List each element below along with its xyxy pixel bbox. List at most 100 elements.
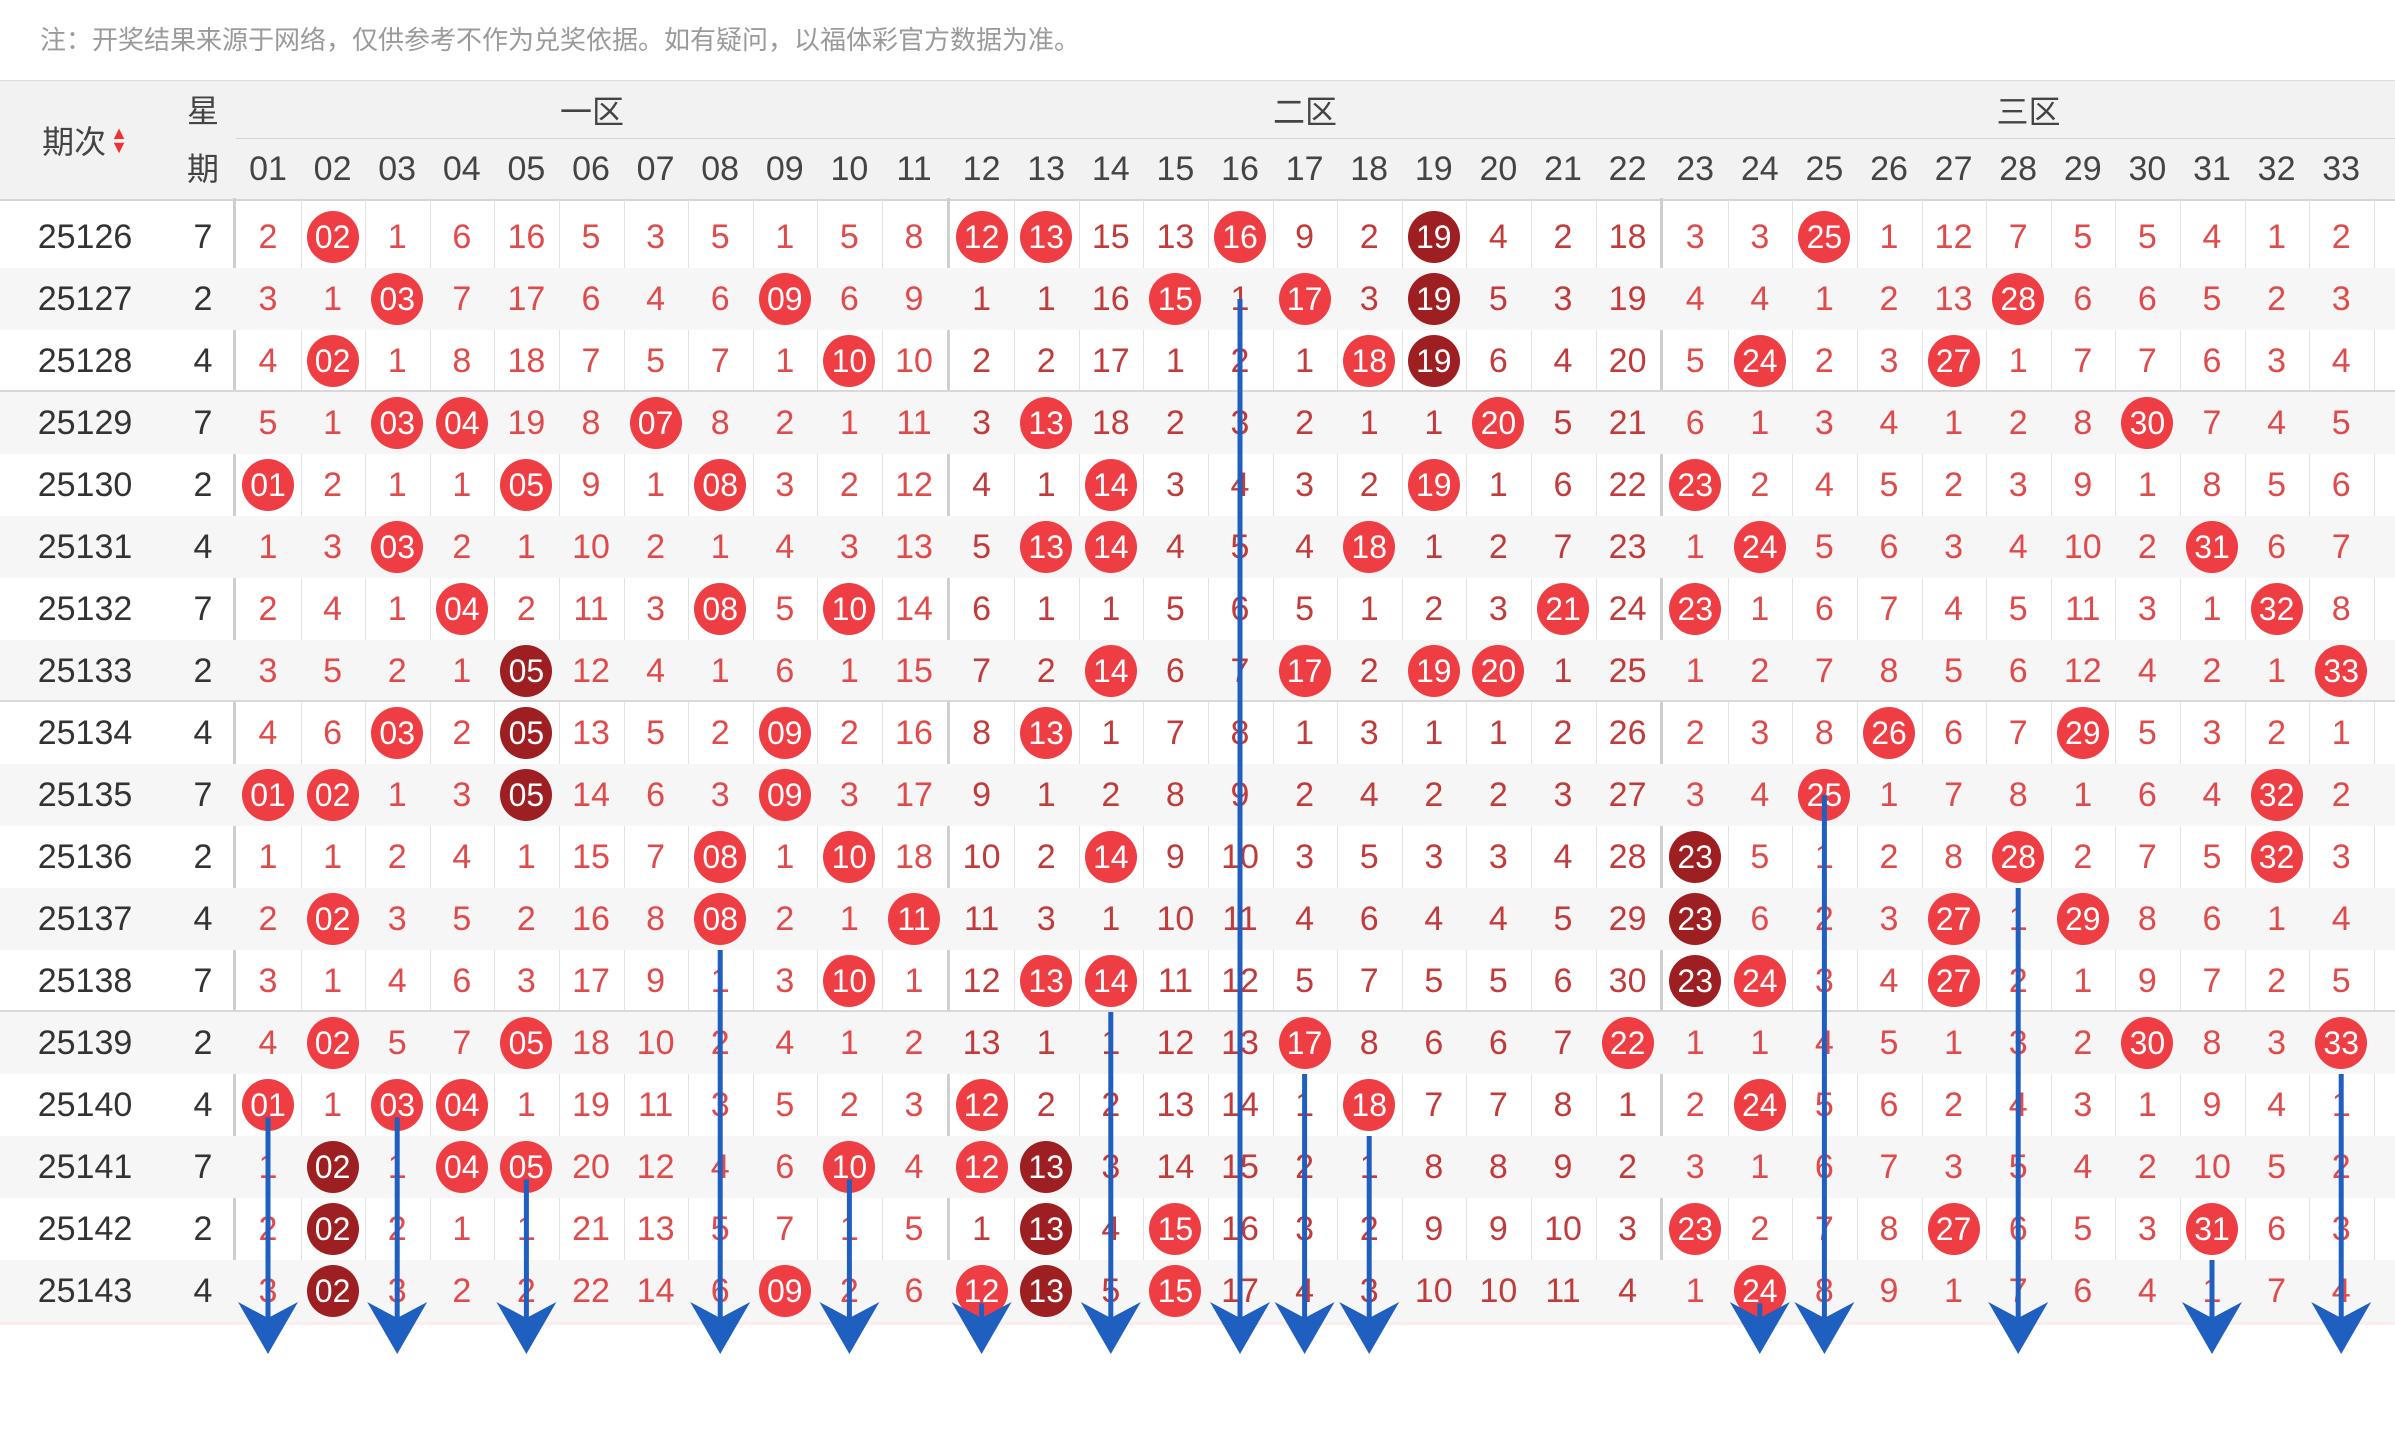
miss-count: 18 <box>572 1023 610 1062</box>
drawn-ball: 03 <box>371 273 424 325</box>
miss-count: 2 <box>258 589 278 628</box>
miss-count: 1 <box>516 1085 536 1124</box>
miss-count: 3 <box>1230 403 1250 442</box>
drawn-ball: 04 <box>435 583 488 635</box>
miss-count: 1 <box>839 403 859 442</box>
drawn-ball: 27 <box>1927 1203 1980 1255</box>
miss-count: 9 <box>1488 1209 1508 1248</box>
miss-count: 10 <box>1479 1271 1518 1310</box>
miss-count: 14 <box>895 589 933 628</box>
disclaimer-note: 注：开奖结果来源于网络，仅供参考不作为兑奖依据。如有疑问，以福体彩官方数据为准。 <box>40 25 1081 55</box>
miss-count: 4 <box>258 341 278 380</box>
miss-count: 1 <box>839 1023 859 1062</box>
pick-number-02[interactable]: 02 <box>301 1322 365 1325</box>
table-header: 期次 ▲ ▼ 星 期 一区 二区 三区 01 02 03 04 05 06 07 08 09 10 1… <box>0 80 2395 201</box>
weekday: 2 <box>193 1209 213 1248</box>
issue-column-header[interactable]: 期次 ▲ ▼ <box>0 81 170 199</box>
miss-count: 4 <box>1230 465 1250 504</box>
miss-count: 13 <box>1221 1023 1259 1062</box>
pick-number-04[interactable]: 04 <box>430 1322 494 1325</box>
miss-count: 3 <box>839 775 859 814</box>
miss-count: 3 <box>1944 1147 1964 1186</box>
pick-row-label[interactable]: 选号 <box>50 1322 220 1325</box>
drawn-ball: 20 <box>1472 397 1525 449</box>
grid-line <box>1337 198 1339 1325</box>
miss-count: 24 <box>1608 589 1647 628</box>
pick-number-21[interactable]: 21 <box>1531 1322 1595 1325</box>
issue-number: 25133 <box>37 651 133 690</box>
pick-row[interactable]: 选号01020304050607080910111213141516171819… <box>0 1322 2395 1325</box>
miss-count: 5 <box>2331 961 2351 1000</box>
miss-count: 6 <box>2331 465 2351 504</box>
pick-number-19[interactable]: 19 <box>1402 1322 1466 1325</box>
drawn-ball: 05 <box>500 459 553 511</box>
miss-count: 3 <box>2008 465 2028 504</box>
drawn-ball: 02 <box>306 893 359 945</box>
weekday: 4 <box>193 713 213 752</box>
week-label-bottom: 期 <box>186 151 219 187</box>
header-number-01: 01 <box>249 149 287 188</box>
pick-number-29[interactable]: 29 <box>2051 1322 2115 1325</box>
pick-number-23[interactable]: 23 <box>1663 1322 1727 1325</box>
miss-count: 4 <box>1685 279 1705 318</box>
miss-count: 7 <box>646 837 666 876</box>
pick-number-09[interactable]: 09 <box>753 1322 817 1325</box>
miss-count: 2 <box>1359 1209 1379 1248</box>
header-number-21: 21 <box>1544 149 1582 188</box>
sort-icon[interactable]: ▲ ▼ <box>110 123 128 157</box>
header-number-12: 12 <box>962 149 1001 188</box>
pick-number-26[interactable]: 26 <box>1857 1322 1921 1325</box>
miss-count: 1 <box>2202 589 2222 628</box>
miss-count: 3 <box>1685 217 1705 256</box>
miss-count: 3 <box>387 1271 407 1310</box>
miss-count: 5 <box>1295 589 1315 628</box>
miss-count: 2 <box>1553 217 1573 256</box>
miss-count: 1 <box>710 961 730 1000</box>
miss-count: 3 <box>972 403 992 442</box>
drawn-ball: 13 <box>1020 707 1073 759</box>
pick-number-06[interactable]: 06 <box>559 1322 623 1325</box>
miss-count: 5 <box>710 217 730 256</box>
miss-count: 3 <box>646 217 666 256</box>
miss-count: 2 <box>839 1085 859 1124</box>
pick-number-30[interactable]: 30 <box>2115 1322 2179 1325</box>
drawn-ball: 09 <box>758 273 811 325</box>
drawn-ball: 02 <box>306 211 359 263</box>
pick-number-20[interactable]: 20 <box>1466 1322 1530 1325</box>
pick-number-11[interactable]: 11 <box>882 1322 946 1325</box>
miss-count: 2 <box>516 899 536 938</box>
miss-count: 25 <box>1608 651 1647 690</box>
miss-count: 2 <box>710 1023 730 1062</box>
pick-number-32[interactable]: 32 <box>2245 1322 2309 1325</box>
miss-count: 7 <box>775 1209 795 1248</box>
drawn-ball: 11 <box>888 893 940 945</box>
miss-count: 1 <box>323 279 343 318</box>
pick-number-27[interactable]: 27 <box>1922 1322 1986 1325</box>
miss-count: 4 <box>1295 899 1315 938</box>
miss-count: 17 <box>1091 341 1130 380</box>
miss-count: 7 <box>2008 217 2028 256</box>
miss-count: 17 <box>1221 1271 1259 1310</box>
miss-count: 6 <box>2202 899 2222 938</box>
drawn-ball: 12 <box>955 1079 1008 1131</box>
miss-count: 5 <box>1488 961 1508 1000</box>
miss-count: 6 <box>710 1271 730 1310</box>
miss-count: 7 <box>1944 775 1964 814</box>
miss-count: 1 <box>1685 1271 1705 1310</box>
grid-line <box>429 198 431 1325</box>
miss-count: 30 <box>1608 961 1647 1000</box>
miss-count: 4 <box>2073 1147 2093 1186</box>
pick-number-13[interactable]: 13 <box>1014 1322 1078 1325</box>
pick-number-15[interactable]: 15 <box>1143 1322 1207 1325</box>
miss-count: 4 <box>775 1023 795 1062</box>
pick-number-22[interactable]: 22 <box>1596 1322 1660 1325</box>
miss-count: 6 <box>1488 341 1508 380</box>
miss-count: 2 <box>1424 589 1444 628</box>
miss-count: 5 <box>452 899 472 938</box>
miss-count: 1 <box>1488 713 1508 752</box>
drawn-ball: 02 <box>306 769 359 821</box>
pick-number-07[interactable]: 07 <box>624 1322 688 1325</box>
drawn-ball: 10 <box>823 1141 876 1193</box>
drawn-ball: 08 <box>694 831 747 883</box>
miss-count: 1 <box>839 651 859 690</box>
